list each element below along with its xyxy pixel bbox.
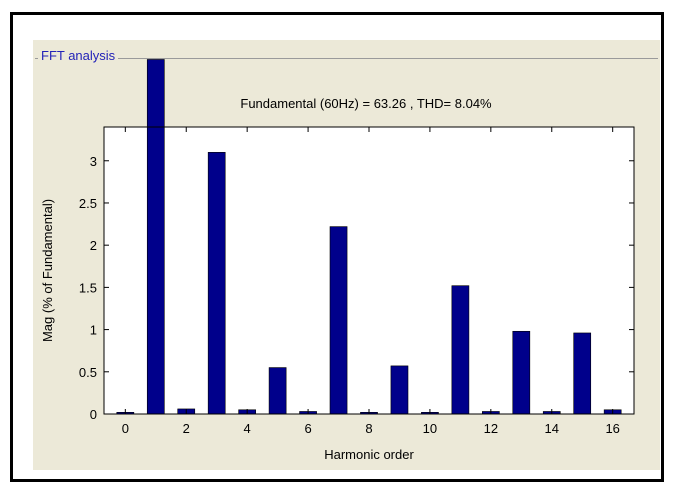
bar-harmonic-1: [146, 59, 165, 415]
chart-title: Fundamental (60Hz) = 63.26 , THD= 8.04%: [240, 96, 492, 111]
outer-frame: [10, 12, 664, 482]
bar-harmonic-3: [207, 152, 226, 415]
outer-frame-top: [10, 12, 664, 15]
y-axis-label: Mag (% of Fundamental): [40, 199, 55, 342]
x-tick-label: 12: [484, 421, 498, 436]
x-tick-label: 16: [605, 421, 619, 436]
bar-harmonic-9: [390, 365, 409, 415]
y-tick-label: 0: [90, 407, 97, 422]
x-axis-label: Harmonic order: [324, 447, 414, 462]
y-tick-label: 2: [90, 238, 97, 253]
x-tick-label: 0: [122, 421, 129, 436]
bar-harmonic-5: [268, 367, 287, 415]
y-tick-label: 0.5: [79, 365, 97, 380]
bar-harmonic-15: [573, 332, 592, 415]
y-tick-label: 2.5: [79, 196, 97, 211]
y-tick-label: 1.5: [79, 280, 97, 295]
x-tick-label: 6: [304, 421, 311, 436]
x-tick-label: 14: [545, 421, 559, 436]
x-tick-label: 4: [244, 421, 251, 436]
x-tick-label: 2: [183, 421, 190, 436]
y-tick-label: 1: [90, 323, 97, 338]
ticks-group: 0 2 4 6 8 10 12 14 16 0 0.5 1 1.5 2 2.5 3: [79, 127, 634, 436]
y-tick-label: 3: [90, 154, 97, 169]
x-tick-label: 10: [423, 421, 437, 436]
bar-harmonic-11: [451, 285, 470, 415]
group-title: FFT analysis: [38, 48, 119, 63]
bar-harmonic-7: [329, 226, 348, 415]
bar-harmonic-13: [512, 330, 531, 415]
x-tick-label: 8: [365, 421, 372, 436]
group-box-line: [35, 58, 658, 59]
plot-area: [104, 127, 634, 414]
